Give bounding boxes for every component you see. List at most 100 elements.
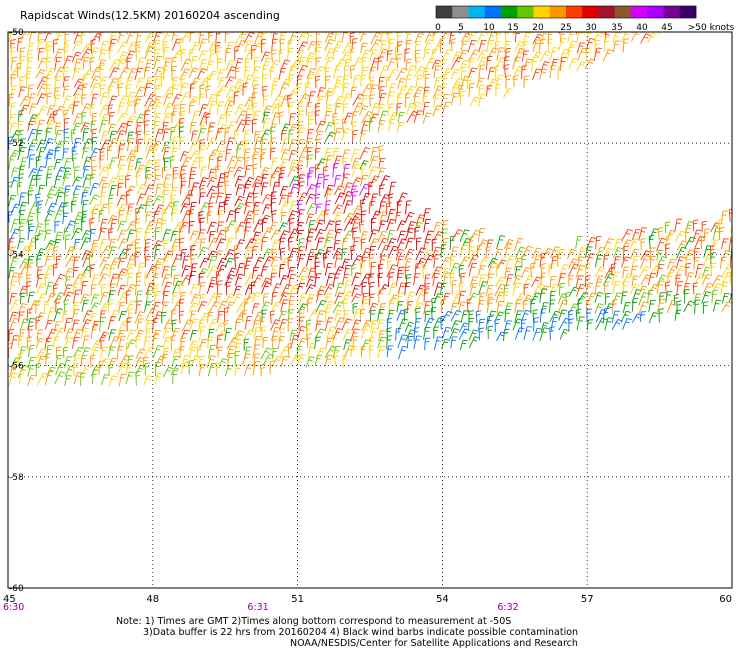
wind-barb bbox=[612, 319, 622, 329]
wind-barb bbox=[722, 239, 729, 250]
wind-barb bbox=[397, 54, 402, 69]
wind-barb bbox=[9, 211, 14, 223]
wind-barb bbox=[677, 282, 683, 295]
wind-barb bbox=[360, 262, 365, 277]
wind-barb bbox=[225, 329, 232, 341]
wind-barb bbox=[92, 341, 102, 351]
wind-barb bbox=[9, 281, 17, 294]
wind-barb bbox=[407, 336, 413, 348]
wind-barb bbox=[20, 158, 27, 170]
wind-barb bbox=[189, 271, 197, 285]
wind-barb bbox=[100, 204, 108, 214]
wind-barb bbox=[209, 319, 219, 330]
wind-barb bbox=[551, 19, 557, 33]
wind-barb bbox=[398, 113, 405, 123]
wind-barb bbox=[190, 84, 196, 98]
wind-barb bbox=[47, 68, 56, 79]
wind-barb bbox=[306, 194, 315, 204]
wind-barb bbox=[533, 34, 543, 44]
wind-barb bbox=[532, 248, 541, 259]
wind-barb bbox=[315, 103, 320, 114]
wind-barb bbox=[154, 211, 160, 221]
wind-barb bbox=[11, 336, 19, 349]
wind-barb bbox=[432, 239, 437, 251]
colorbar-label: 35 bbox=[611, 23, 622, 33]
wind-barb bbox=[451, 337, 458, 348]
wind-barb bbox=[110, 186, 117, 196]
wind-barb bbox=[379, 66, 388, 78]
wind-barb bbox=[406, 86, 416, 96]
wind-barb bbox=[370, 254, 375, 267]
wind-barb bbox=[82, 217, 87, 232]
wind-barb bbox=[623, 282, 629, 295]
wind-barb bbox=[344, 19, 350, 33]
wind-barb bbox=[288, 343, 293, 358]
colorbar-label: 30 bbox=[585, 23, 597, 33]
wind-barb bbox=[217, 141, 227, 152]
wind-barb bbox=[172, 174, 178, 188]
wind-barb bbox=[146, 60, 153, 71]
wind-barb bbox=[333, 156, 341, 169]
wind-barb bbox=[119, 83, 124, 96]
wind-barb bbox=[452, 280, 457, 294]
wind-barb bbox=[504, 41, 511, 53]
wind-barb bbox=[612, 311, 620, 323]
wind-barb bbox=[675, 310, 681, 320]
wind-barb bbox=[722, 251, 731, 260]
wind-barb bbox=[99, 228, 107, 240]
wind-barb bbox=[587, 320, 593, 330]
wind-barb bbox=[515, 328, 524, 340]
wind-barb bbox=[20, 293, 26, 304]
wind-barb bbox=[18, 238, 26, 249]
wind-barb bbox=[335, 352, 340, 366]
wind-barb bbox=[154, 32, 162, 43]
wind-barb bbox=[200, 239, 206, 250]
wind-barb bbox=[153, 196, 163, 206]
wind-barb bbox=[199, 50, 208, 60]
wind-barb bbox=[72, 194, 79, 205]
wind-barb bbox=[47, 167, 53, 177]
wind-barb bbox=[504, 329, 510, 340]
wind-barb bbox=[279, 68, 286, 80]
wind-barb bbox=[576, 309, 581, 321]
wind-barb bbox=[218, 69, 226, 80]
wind-barb bbox=[271, 320, 281, 331]
wind-barb bbox=[72, 337, 79, 348]
wind-barb bbox=[56, 299, 61, 313]
wind-barb bbox=[640, 312, 646, 322]
wind-barb bbox=[460, 340, 468, 350]
wind-barb bbox=[180, 166, 187, 179]
wind-barb bbox=[557, 254, 562, 267]
wind-barb bbox=[199, 273, 205, 285]
wind-barb bbox=[469, 84, 475, 97]
wind-barb bbox=[299, 294, 307, 305]
wind-barb bbox=[477, 300, 485, 312]
wind-barb bbox=[495, 66, 500, 80]
wind-barb bbox=[234, 294, 243, 304]
wind-barb bbox=[260, 154, 265, 168]
wind-barb bbox=[342, 238, 348, 249]
wind-barb bbox=[227, 67, 237, 78]
wind-barb bbox=[46, 282, 54, 294]
wind-barb bbox=[55, 328, 65, 339]
wind-barb bbox=[289, 102, 295, 114]
wind-barb bbox=[352, 273, 361, 286]
wind-barb bbox=[82, 84, 88, 96]
wind-barb bbox=[550, 327, 555, 341]
wind-barb bbox=[65, 376, 72, 386]
wind-barb bbox=[92, 275, 99, 286]
wind-barb bbox=[279, 84, 288, 97]
wind-barb bbox=[307, 74, 314, 86]
wind-barb bbox=[20, 347, 27, 359]
wind-barb bbox=[425, 311, 431, 322]
wind-barb bbox=[126, 85, 131, 97]
wind-barb bbox=[333, 83, 342, 96]
wind-barb bbox=[460, 91, 465, 105]
wind-barb bbox=[163, 31, 173, 41]
wind-barb bbox=[369, 114, 378, 126]
wind-barb bbox=[270, 174, 276, 187]
wind-barb bbox=[108, 178, 117, 189]
wind-barb bbox=[360, 147, 371, 159]
wind-barb bbox=[577, 62, 586, 72]
